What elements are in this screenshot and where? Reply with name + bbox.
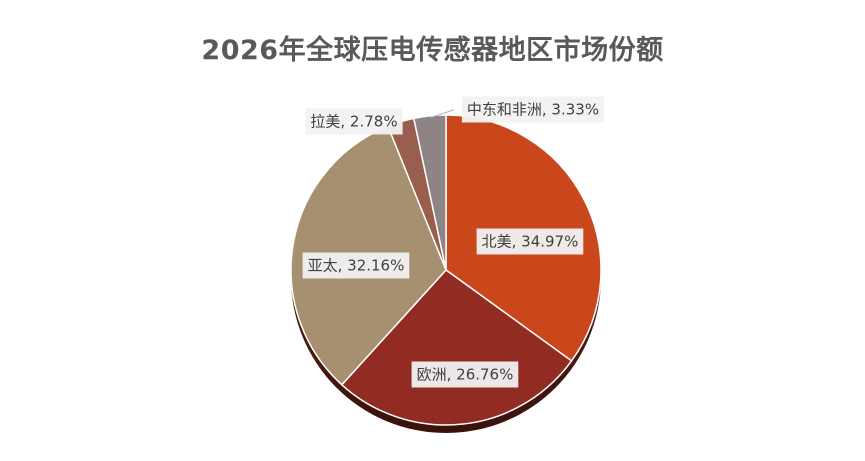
label-north-america-text: 北美, 34.97% (482, 233, 579, 251)
label-latin-america-text: 拉美, 2.78% (310, 113, 397, 131)
leader-line-middle-east-africa (429, 109, 455, 119)
label-latin-america-box (305, 108, 403, 135)
label-middle-east-africa-box (461, 96, 605, 123)
slice-middle-east-africa (412, 114, 447, 271)
label-asia-pacific-box (302, 252, 410, 279)
chart-title: 2026年全球压电传感器地区市场份额 (201, 35, 664, 66)
label-middle-east-africa-text: 中东和非洲, 3.33% (467, 101, 599, 119)
label-europe-text: 欧洲, 26.76% (417, 366, 514, 384)
label-asia-pacific: 亚太, 32.16% (302, 252, 410, 279)
label-europe-box (411, 361, 519, 388)
label-latin-america: 拉美, 2.78% (305, 108, 403, 135)
label-asia-pacific-text: 亚太, 32.16% (308, 257, 405, 275)
label-europe: 欧洲, 26.76% (411, 361, 519, 388)
label-middle-east-africa: 中东和非洲, 3.33% (461, 96, 605, 123)
label-north-america-box (476, 228, 584, 255)
label-north-america: 北美, 34.97% (476, 228, 584, 255)
